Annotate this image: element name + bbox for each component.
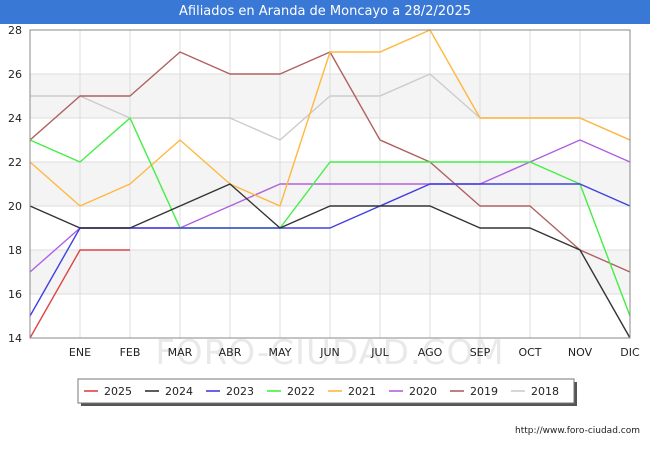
x-tick-label: JUN bbox=[319, 346, 340, 359]
x-tick-label: JUL bbox=[370, 346, 389, 359]
x-tick-label: MAY bbox=[269, 346, 292, 359]
series-line-2022 bbox=[29, 117, 631, 317]
legend-label-2018: 2018 bbox=[531, 385, 559, 398]
legend-label-2021: 2021 bbox=[348, 385, 376, 398]
series-lines bbox=[29, 29, 631, 339]
source-url: http://www.foro-ciudad.com bbox=[515, 426, 640, 436]
legend-label-2022: 2022 bbox=[287, 385, 315, 398]
series-line-2024 bbox=[29, 183, 631, 339]
legend-label-2024: 2024 bbox=[165, 385, 193, 398]
x-tick-label: ENE bbox=[69, 346, 91, 359]
x-tick-label: ABR bbox=[219, 346, 242, 359]
series-line-2021 bbox=[29, 29, 631, 207]
x-axis-ticks: ENE FEB MAR ABR MAY JUN JUL AGO SEP OCT NOV DIC bbox=[69, 346, 640, 359]
chart-title: Afiliados en Aranda de Moncayo a 28/2/20… bbox=[0, 0, 650, 24]
legend-label-2019: 2019 bbox=[470, 385, 498, 398]
x-tick-label: OCT bbox=[518, 346, 541, 359]
x-tick-label: DIC bbox=[620, 346, 640, 359]
legend-label-2020: 2020 bbox=[409, 385, 437, 398]
legend-label-2025: 2025 bbox=[104, 385, 132, 398]
watermark: FORO-CIUDAD.COM bbox=[155, 333, 504, 373]
x-tick-label: MAR bbox=[168, 346, 193, 359]
x-tick-label: SEP bbox=[470, 346, 491, 359]
series-line-2025 bbox=[29, 249, 130, 339]
y-axis-ticks: 14 16 18 20 22 24 26 28 bbox=[8, 24, 22, 345]
y-tick-label: 18 bbox=[8, 244, 22, 257]
y-tick-label: 28 bbox=[8, 24, 22, 37]
legend-box bbox=[77, 378, 575, 404]
x-tick-label: FEB bbox=[120, 346, 141, 359]
legend-label-2023: 2023 bbox=[226, 385, 254, 398]
x-tick-label: AGO bbox=[418, 346, 443, 359]
y-tick-label: 14 bbox=[8, 332, 22, 345]
y-tick-label: 20 bbox=[8, 200, 22, 213]
legend: 2025 2024 2023 2022 2021 2020 2019 2018 bbox=[77, 378, 577, 406]
y-tick-label: 16 bbox=[8, 288, 22, 301]
plot-border bbox=[29, 29, 631, 339]
x-tick-label: NOV bbox=[568, 346, 593, 359]
y-tick-label: 26 bbox=[8, 68, 22, 81]
y-tick-label: 22 bbox=[8, 156, 22, 169]
y-tick-label: 24 bbox=[8, 112, 22, 125]
